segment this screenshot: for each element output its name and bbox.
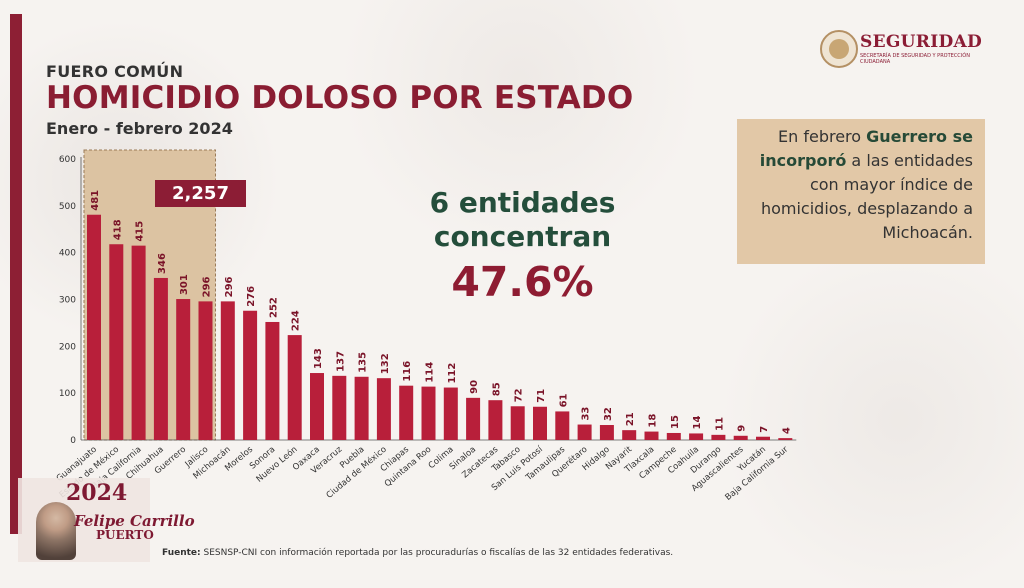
y-tick-label: 500	[59, 202, 76, 212]
bar	[87, 214, 101, 440]
total-badge: 2,257	[155, 180, 246, 207]
y-tick-label: 100	[59, 389, 76, 399]
data-label: 346	[157, 253, 168, 274]
bar	[711, 434, 726, 440]
note-text-bold: Guerrero se incorporó	[759, 127, 973, 170]
bar	[376, 378, 391, 440]
data-label: 418	[112, 219, 123, 240]
logo-year: 2024	[66, 480, 128, 506]
data-label: 301	[179, 274, 190, 295]
seal-icon	[820, 30, 858, 68]
bar	[533, 406, 547, 440]
data-label: 90	[469, 380, 480, 394]
bar	[644, 431, 659, 440]
note-text: En febrero Guerrero se incorporó a las e…	[745, 125, 973, 245]
logo-person-name: Felipe Carrillo	[74, 512, 195, 530]
portrait-image	[36, 502, 76, 560]
bar	[488, 400, 503, 440]
source-note: Fuente: SESNSP-CNI con información repor…	[162, 548, 673, 558]
source-label: Fuente:	[162, 548, 201, 558]
data-label: 72	[514, 388, 525, 402]
bar	[733, 435, 748, 440]
bar	[555, 411, 570, 440]
data-label: 61	[558, 393, 569, 407]
data-label: 9	[737, 425, 748, 432]
data-label: 481	[90, 190, 101, 211]
y-tick-label: 0	[70, 436, 76, 446]
bar	[176, 299, 191, 440]
y-tick-label: 200	[59, 342, 76, 352]
data-label: 114	[425, 362, 436, 383]
data-label: 32	[603, 407, 614, 421]
data-label: 132	[380, 353, 391, 374]
logo-subtitle: SECRETARÍA DE SEGURIDAD Y PROTECCIÓN CIU…	[860, 53, 970, 65]
bar	[510, 406, 525, 440]
bar	[443, 387, 458, 440]
bar	[466, 397, 481, 440]
data-label: 112	[447, 363, 458, 384]
bar	[577, 424, 592, 440]
page-title: HOMICIDIO DOLOSO POR ESTADO	[46, 80, 634, 116]
anniversary-logo: 2024 Felipe Carrillo PUERTO	[18, 478, 195, 562]
data-label: 85	[491, 382, 502, 396]
data-label: 116	[402, 361, 413, 382]
kicker: FUERO COMÚN	[46, 62, 184, 81]
data-label: 21	[625, 412, 636, 426]
data-label: 11	[714, 417, 725, 431]
y-tick-label: 300	[59, 296, 76, 306]
data-label: 137	[335, 351, 346, 372]
bar	[354, 376, 369, 440]
bar	[421, 386, 436, 440]
logo-name: SEGURIDAD	[860, 32, 983, 52]
bar	[399, 385, 414, 440]
accent-stripe	[10, 14, 22, 534]
data-label: 33	[581, 407, 592, 421]
bar	[265, 321, 280, 440]
data-label: 143	[313, 348, 324, 369]
headline-percent: 47.6%	[451, 258, 594, 306]
logo-person-name2: PUERTO	[96, 528, 154, 542]
data-label: 71	[536, 389, 547, 403]
data-label: 4	[781, 427, 792, 434]
bar	[666, 432, 681, 440]
data-label: 296	[202, 276, 213, 297]
note-text-part2: a las entidades con mayor índice de homi…	[760, 151, 973, 242]
bar	[689, 433, 704, 440]
bar	[778, 438, 793, 440]
bar	[622, 430, 637, 440]
bar	[109, 244, 124, 440]
data-label: 7	[759, 426, 770, 433]
headline-line2: concentran	[433, 220, 612, 253]
seguridad-logo: SEGURIDAD SECRETARÍA DE SEGURIDAD Y PROT…	[820, 28, 1000, 70]
y-tick-label: 600	[59, 155, 76, 165]
data-label: 14	[692, 415, 703, 429]
bar	[131, 245, 146, 440]
data-label: 296	[224, 276, 235, 297]
bar	[243, 310, 258, 440]
bar	[198, 301, 213, 440]
data-label: 276	[246, 286, 257, 307]
data-label: 18	[648, 414, 659, 428]
bar	[153, 277, 168, 440]
headline-line1: 6 entidades	[429, 186, 616, 219]
bar	[599, 425, 614, 440]
data-label: 252	[268, 297, 279, 318]
data-label: 224	[291, 310, 302, 331]
data-label: 415	[135, 221, 146, 242]
note-box: En febrero Guerrero se incorporó a las e…	[737, 119, 985, 264]
bar	[756, 436, 770, 440]
bar	[310, 373, 324, 440]
data-label: 15	[670, 415, 681, 429]
y-tick-label: 400	[59, 249, 76, 259]
source-text: SESNSP-CNI con información reportada por…	[200, 548, 674, 558]
data-label: 135	[358, 352, 369, 373]
bar	[220, 301, 235, 440]
note-text-part1: En febrero	[778, 127, 867, 146]
period-subtitle: Enero - febrero 2024	[46, 119, 233, 138]
bar	[332, 375, 347, 440]
bar	[287, 335, 302, 440]
